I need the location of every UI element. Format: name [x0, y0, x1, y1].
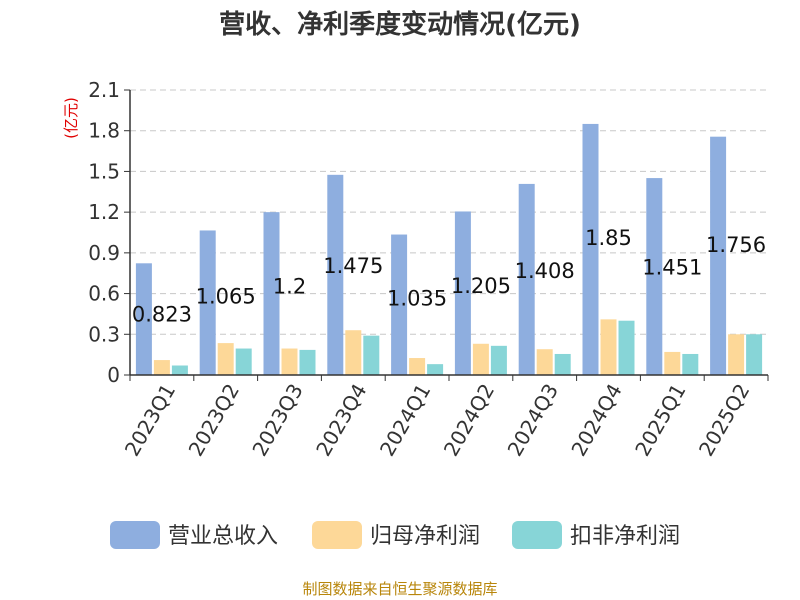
x-tick-label: 2024Q1: [375, 380, 435, 461]
bar-2: [235, 348, 252, 375]
bar-1: [281, 348, 298, 375]
bar-0: [135, 263, 152, 375]
x-tick-label: 2025Q1: [630, 380, 690, 461]
bar-1: [472, 343, 489, 375]
data-label: 0.823: [132, 303, 192, 327]
y-tick-label: 1.5: [88, 159, 120, 183]
bar-1: [536, 349, 553, 375]
source-note: 制图数据来自恒生聚源数据库: [302, 580, 498, 598]
y-tick-label: 0.3: [88, 322, 120, 346]
bar-1: [153, 360, 170, 375]
x-tick-label: 2023Q4: [311, 380, 371, 461]
y-tick-label: 0.6: [88, 282, 120, 306]
data-label: 1.408: [515, 259, 575, 283]
data-label: 1.2: [273, 274, 306, 298]
bars: [135, 123, 763, 375]
data-label: 1.205: [451, 274, 511, 298]
bar-0: [518, 183, 535, 375]
bar-2: [363, 335, 380, 375]
bar-1: [409, 358, 426, 375]
x-tick-label: 2024Q2: [439, 380, 499, 461]
bar-1: [345, 330, 362, 375]
bar-0: [646, 178, 663, 375]
bar-2: [554, 353, 571, 375]
legend-label: 营业总收入: [168, 524, 278, 549]
x-tick-label: 2025Q2: [694, 380, 754, 461]
data-label: 1.035: [387, 287, 447, 311]
y-tick-label: 1.8: [88, 119, 120, 143]
bar-0: [199, 230, 216, 375]
bar-1: [664, 351, 681, 375]
bar-2: [490, 345, 507, 375]
bar-2: [299, 349, 316, 375]
y-tick-label: 1.2: [88, 200, 120, 224]
y-axis-label: (亿元): [62, 97, 80, 139]
x-tick-label: 2024Q3: [503, 380, 563, 461]
bar-2: [618, 320, 635, 375]
bar-0: [454, 211, 471, 375]
bar-1: [217, 343, 234, 375]
legend-swatch: [110, 521, 160, 549]
bar-0: [327, 174, 344, 375]
bar-0: [582, 123, 599, 375]
bar-2: [171, 365, 188, 375]
bar-0: [391, 234, 408, 375]
y-tick-label: 2.1: [88, 78, 120, 102]
legend-label: 扣非净利润: [570, 524, 680, 549]
legend-label: 归母净利润: [370, 524, 480, 549]
x-tick-label: 2023Q3: [247, 380, 307, 461]
legend: 营业总收入 归母净利润 扣非净利润: [110, 521, 680, 549]
legend-swatch: [312, 521, 362, 549]
y-tick-label: 0.9: [88, 241, 120, 265]
bar-2: [746, 334, 763, 375]
bar-1: [728, 334, 745, 375]
data-label: 1.065: [196, 285, 256, 309]
data-label: 1.756: [706, 233, 766, 257]
x-tick-label: 2024Q4: [566, 380, 626, 461]
x-tick-label: 2023Q1: [120, 380, 180, 461]
x-tick-label: 2023Q2: [184, 380, 244, 461]
data-label: 1.475: [323, 254, 383, 278]
bar-2: [427, 364, 444, 375]
legend-swatch: [512, 521, 562, 549]
bar-2: [682, 353, 699, 375]
bar-0: [710, 136, 727, 375]
bar-0: [263, 212, 280, 375]
data-label: 1.451: [642, 256, 702, 280]
bar-1: [600, 319, 617, 375]
data-label: 1.85: [585, 226, 632, 250]
y-tick-label: 0: [107, 363, 120, 387]
chart-title: 营收、净利季度变动情况(亿元): [219, 10, 581, 40]
